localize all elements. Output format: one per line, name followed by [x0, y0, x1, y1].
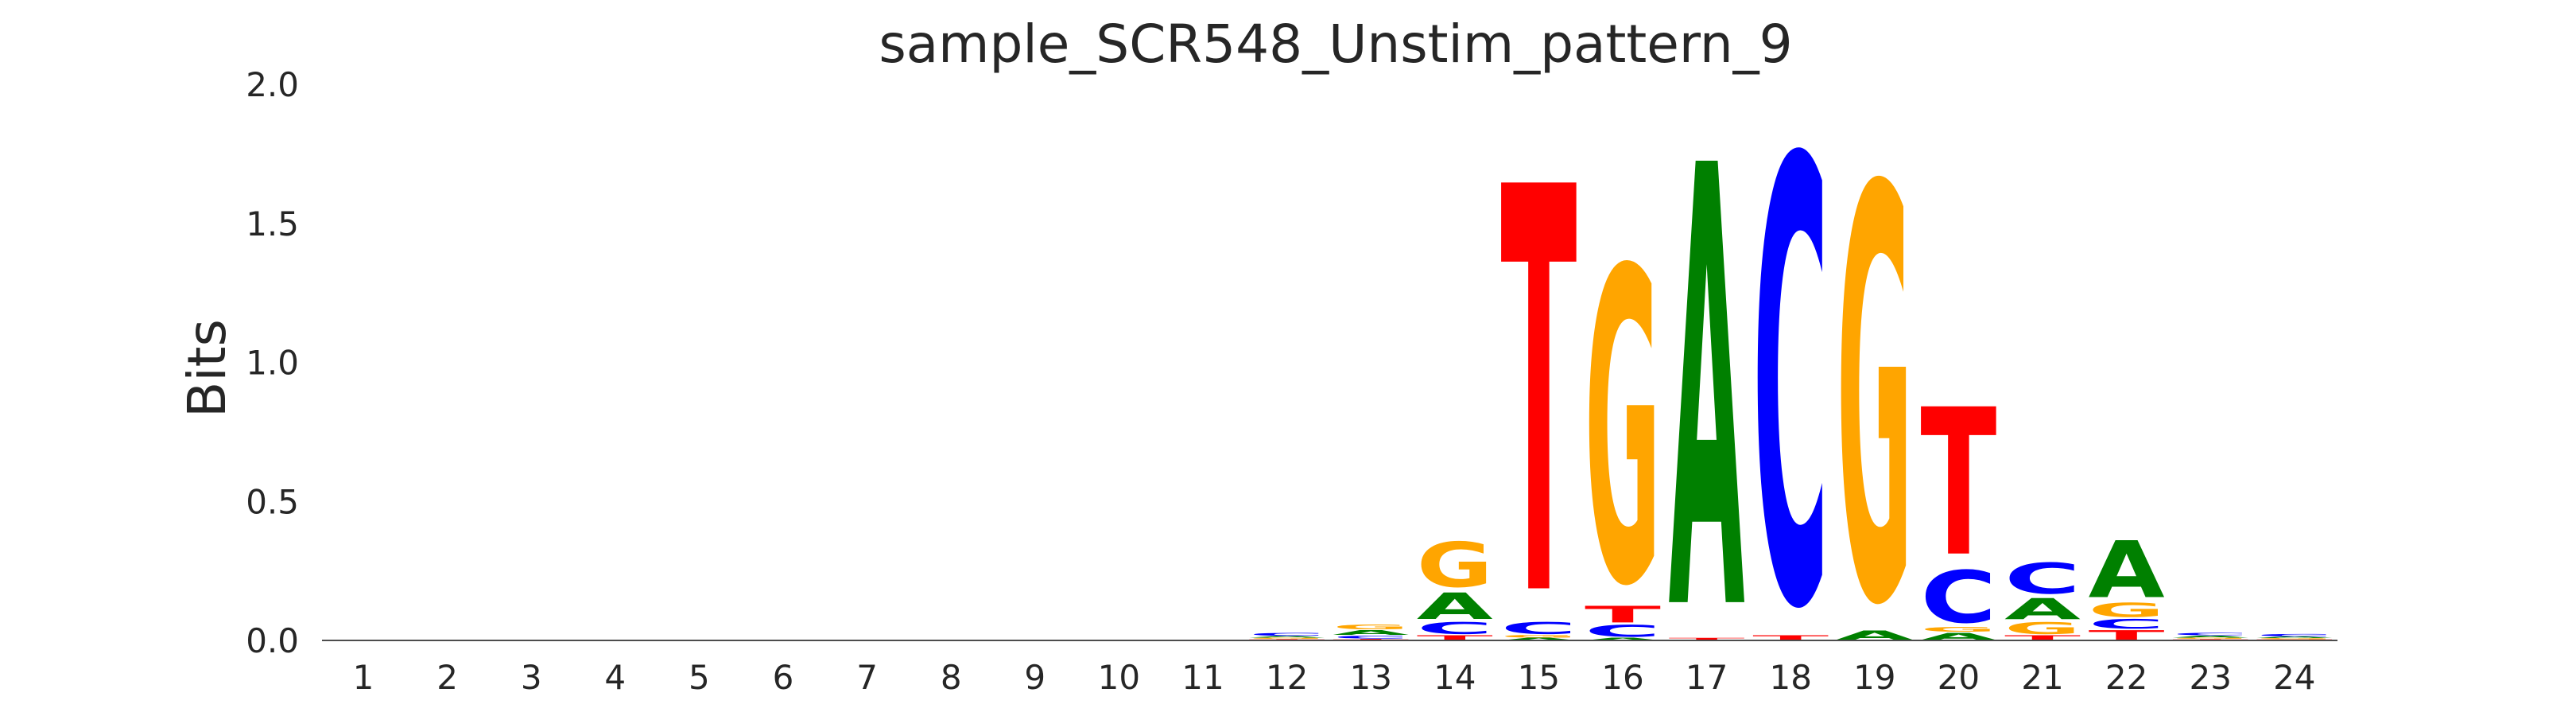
x-tick-label: 17	[1686, 658, 1728, 697]
logo-letter-g: G	[1585, 181, 1661, 682]
logo-letter-a: A	[2172, 635, 2248, 638]
x-tick-label: 3	[521, 658, 542, 697]
logo-letter-a: A	[2256, 636, 2333, 639]
logo-letter-g: G	[1333, 624, 1409, 632]
logo-letter-c: C	[1500, 619, 1577, 638]
logo-letter-a: A	[1333, 629, 1409, 637]
x-tick-label: 1	[353, 658, 374, 697]
logo-letter-t: T	[1752, 634, 1829, 642]
x-tick-label: 14	[1433, 658, 1476, 697]
logo-letter-g: G	[2089, 599, 2165, 621]
logo-letter-a: A	[1837, 628, 1914, 643]
logo-letter-c: C	[2256, 633, 2333, 637]
logo-letter-a: A	[1500, 637, 1577, 641]
logo-letter-a: A	[1249, 636, 1325, 638]
logo-letter-a: A	[1585, 637, 1661, 641]
x-tick-label: 16	[1601, 658, 1643, 697]
logo-letter-t: T	[1417, 634, 1493, 642]
x-tick-label: 6	[773, 658, 794, 697]
chart-title: sample_SCR548_Unstim_pattern_9	[879, 14, 1792, 75]
y-tick-label: 0.0	[246, 621, 299, 660]
logo-letter-c: C	[1585, 622, 1661, 641]
logo-letter-g: G	[2004, 619, 2081, 638]
logo-letter-a: A	[2004, 592, 2081, 626]
x-tick-label: 10	[1098, 658, 1140, 697]
logo-letter-t: T	[2004, 634, 2081, 642]
x-tick-label: 11	[1181, 658, 1224, 697]
x-tick-label: 4	[604, 658, 626, 697]
logo-letter-t: T	[2089, 628, 2165, 643]
y-tick-label: 1.5	[246, 204, 299, 243]
logo-letter-c: C	[2089, 617, 2165, 632]
logo-letter-t: T	[1500, 73, 1577, 716]
x-tick-label: 12	[1266, 658, 1308, 697]
logo-letter-c: C	[1333, 635, 1409, 640]
logo-letter-a: A	[2089, 525, 2165, 616]
logo-letter-c: C	[2004, 554, 2081, 603]
x-tick-label: 13	[1349, 658, 1391, 697]
x-tick-label: 21	[2021, 658, 2063, 697]
logo-letter-g: G	[1837, 71, 1913, 716]
logo-letter-a: A	[1417, 586, 1493, 628]
logo-letter-g: G	[1920, 625, 1996, 633]
logo-letter-t: T	[1920, 368, 1996, 601]
logo-letter-c: C	[1249, 632, 1325, 637]
x-tick-label: 5	[689, 658, 710, 697]
x-tick-label: 15	[1518, 658, 1560, 697]
logo-letter-c: C	[1920, 557, 1996, 640]
y-tick-label: 2.0	[246, 65, 299, 104]
x-tick-label: 20	[1938, 658, 1980, 697]
y-axis-label: Bits	[177, 319, 238, 418]
x-tick-label: 8	[941, 658, 962, 697]
logo-letter-g: G	[2172, 637, 2248, 639]
logo-letter-t: T	[1669, 637, 1745, 641]
x-tick-label: 18	[1769, 658, 1811, 697]
x-tick-label: 2	[436, 658, 458, 697]
x-tick-label: 9	[1024, 658, 1046, 697]
logo-letter-c: C	[2172, 632, 2248, 636]
x-tick-label: 24	[2273, 658, 2315, 697]
logo-letter-a: A	[1669, 41, 1746, 716]
x-tick-label: 22	[2105, 658, 2147, 697]
logo-letter-g: G	[1500, 634, 1577, 638]
logo-letter-t: T	[1585, 601, 1661, 628]
y-axis-ticks: 0.0 0.5 1.0 1.5 2.0	[246, 65, 299, 660]
x-tick-label: 19	[1853, 658, 1895, 697]
logo-letter-g: G	[1417, 530, 1493, 601]
x-axis-ticks: 1 2 3 4 5 6 7 8 9 10 11 12 13 14 15 16 17 18 19 20 21 22 23 24	[353, 658, 2316, 697]
logo-letter-g: G	[2256, 638, 2333, 640]
x-tick-label: 23	[2189, 658, 2231, 697]
y-tick-label: 1.0	[246, 344, 299, 383]
letter-stacks: TGACTCAGTCAGAGCTACTGTATCAGAGCTTGACTCGATG…	[1249, 35, 2333, 716]
logo-letter-g: G	[1249, 637, 1325, 639]
logo-letter-c: C	[1417, 619, 1493, 638]
x-tick-label: 7	[856, 658, 878, 697]
logo-letter-c: C	[1752, 35, 1829, 716]
y-tick-label: 0.5	[246, 482, 299, 521]
logo-letter-a: A	[1920, 631, 1996, 642]
